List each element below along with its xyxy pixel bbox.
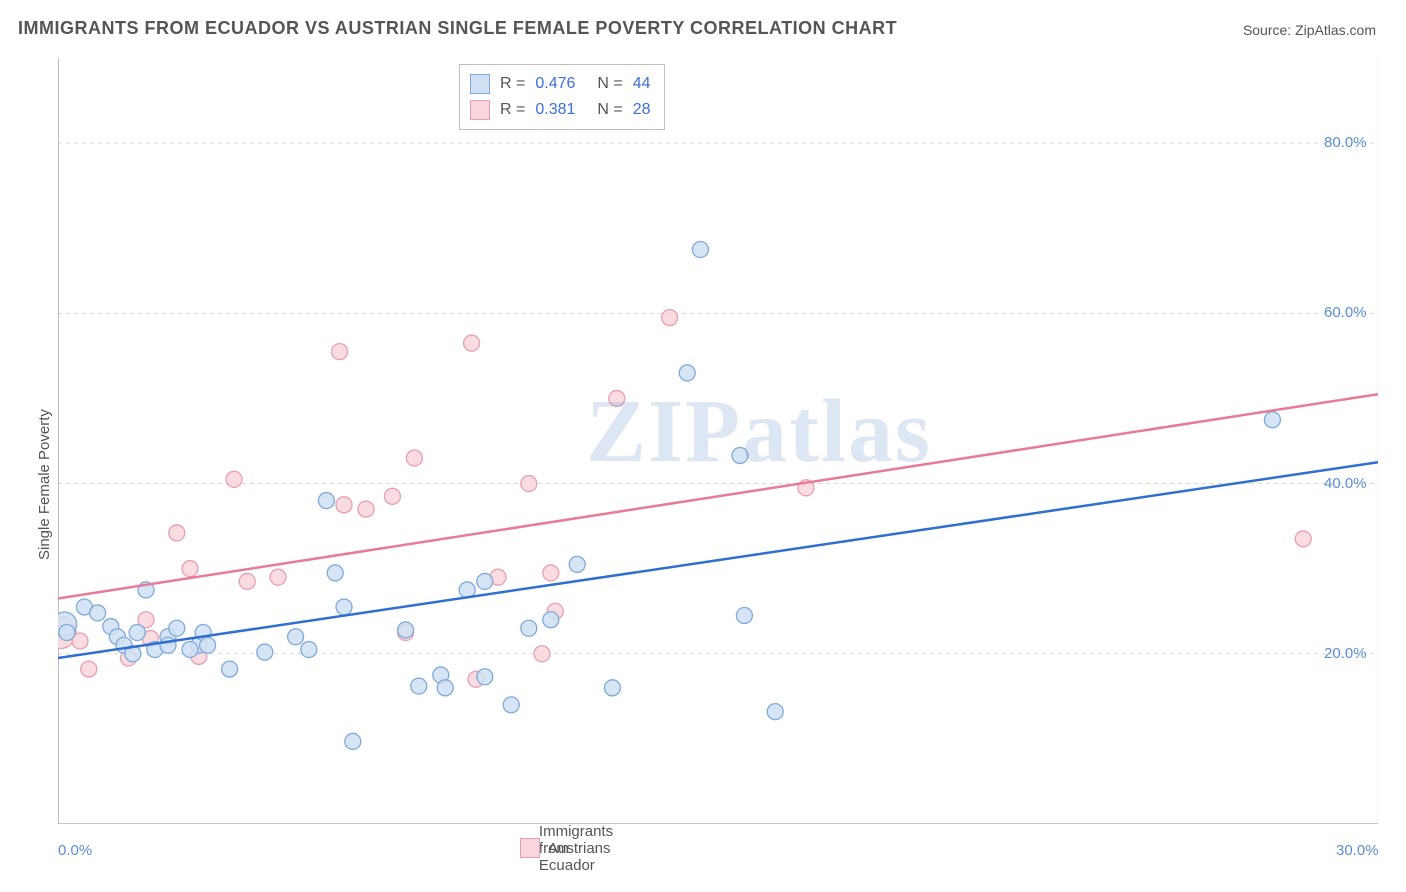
stat-swatch-ecuador xyxy=(470,74,490,94)
stat-r-label: R = xyxy=(500,97,525,123)
scatter-point-ecuador xyxy=(301,642,317,658)
scatter-point-austrians xyxy=(239,573,255,589)
scatter-point-ecuador xyxy=(604,680,620,696)
y-tick-label: 80.0% xyxy=(1324,134,1367,151)
scatter-point-ecuador xyxy=(521,620,537,636)
chart-source: Source: ZipAtlas.com xyxy=(1243,22,1376,38)
scatter-point-austrians xyxy=(609,390,625,406)
chart-title: IMMIGRANTS FROM ECUADOR VS AUSTRIAN SING… xyxy=(18,18,897,39)
scatter-point-ecuador xyxy=(679,365,695,381)
scatter-point-ecuador xyxy=(692,242,708,258)
scatter-point-austrians xyxy=(464,335,480,351)
scatter-point-ecuador xyxy=(477,669,493,685)
scatter-point-austrians xyxy=(336,497,352,513)
stat-r-label: R = xyxy=(500,71,525,97)
stat-row-austrians: R = 0.381 N = 28 xyxy=(470,97,650,123)
scatter-point-austrians xyxy=(384,488,400,504)
scatter-point-ecuador xyxy=(398,622,414,638)
stat-row-ecuador: R = 0.476 N = 44 xyxy=(470,71,650,97)
scatter-point-austrians xyxy=(226,471,242,487)
y-axis-label: Single Female Poverty xyxy=(36,409,53,560)
scatter-point-austrians xyxy=(182,561,198,577)
scatter-point-ecuador xyxy=(222,661,238,677)
scatter-point-austrians xyxy=(332,344,348,360)
scatter-point-ecuador xyxy=(437,680,453,696)
y-tick-label: 60.0% xyxy=(1324,304,1367,321)
regression-line-austrians xyxy=(58,394,1378,598)
source-prefix: Source: xyxy=(1243,22,1295,38)
stat-n-label: N = xyxy=(597,97,622,123)
scatter-point-ecuador xyxy=(129,625,145,641)
scatter-point-ecuador xyxy=(169,620,185,636)
scatter-point-ecuador xyxy=(327,565,343,581)
scatter-point-ecuador xyxy=(336,599,352,615)
scatter-point-austrians xyxy=(543,565,559,581)
regression-line-ecuador xyxy=(58,462,1378,658)
legend-item-austrians: Austrians xyxy=(520,838,611,858)
x-tick-label: 0.0% xyxy=(58,842,92,859)
scatter-point-ecuador xyxy=(345,733,361,749)
source-link[interactable]: ZipAtlas.com xyxy=(1295,22,1376,38)
scatter-point-austrians xyxy=(169,525,185,541)
scatter-point-ecuador xyxy=(59,625,75,641)
x-tick-label: 30.0% xyxy=(1336,842,1379,859)
scatter-point-ecuador xyxy=(732,447,748,463)
legend-label-austrians: Austrians xyxy=(548,840,611,857)
y-tick-label: 40.0% xyxy=(1324,475,1367,492)
scatter-point-austrians xyxy=(521,476,537,492)
stat-n-value: 28 xyxy=(633,97,651,123)
scatter-point-austrians xyxy=(270,569,286,585)
stat-r-value: 0.476 xyxy=(535,71,587,97)
scatter-point-austrians xyxy=(81,661,97,677)
stat-swatch-austrians xyxy=(470,100,490,120)
stat-n-value: 44 xyxy=(633,71,651,97)
scatter-point-ecuador xyxy=(477,573,493,589)
scatter-point-ecuador xyxy=(182,642,198,658)
chart-container: IMMIGRANTS FROM ECUADOR VS AUSTRIAN SING… xyxy=(0,0,1406,892)
scatter-point-ecuador xyxy=(318,493,334,509)
scatter-plot xyxy=(58,58,1378,824)
scatter-point-ecuador xyxy=(200,637,216,653)
scatter-point-austrians xyxy=(1295,531,1311,547)
scatter-point-austrians xyxy=(358,501,374,517)
stat-n-label: N = xyxy=(597,71,622,97)
scatter-point-ecuador xyxy=(1264,412,1280,428)
y-tick-label: 20.0% xyxy=(1324,645,1367,662)
scatter-point-ecuador xyxy=(257,644,273,660)
stat-r-value: 0.381 xyxy=(535,97,587,123)
scatter-point-ecuador xyxy=(736,607,752,623)
scatter-point-austrians xyxy=(662,310,678,326)
scatter-point-austrians xyxy=(406,450,422,466)
scatter-point-ecuador xyxy=(767,704,783,720)
legend-swatch-austrians xyxy=(520,838,540,858)
scatter-point-ecuador xyxy=(569,556,585,572)
scatter-point-ecuador xyxy=(288,629,304,645)
scatter-point-ecuador xyxy=(90,605,106,621)
scatter-point-ecuador xyxy=(503,697,519,713)
scatter-point-austrians xyxy=(534,646,550,662)
scatter-point-ecuador xyxy=(543,612,559,628)
scatter-point-ecuador xyxy=(411,678,427,694)
correlation-stats-box: R = 0.476 N = 44 R = 0.381 N = 28 xyxy=(459,64,665,130)
